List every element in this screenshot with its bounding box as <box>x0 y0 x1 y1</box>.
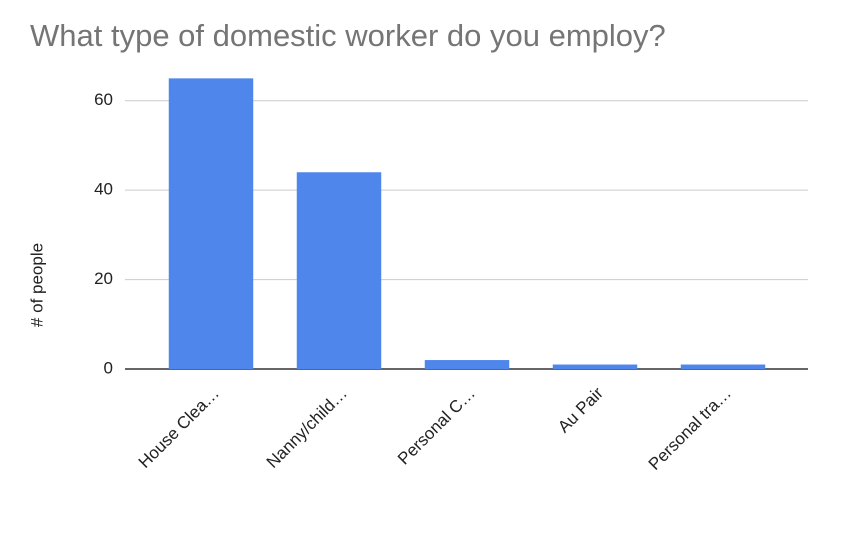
x-tick-label: Au Pair <box>554 383 607 436</box>
bar <box>168 78 254 369</box>
x-tick-label: House Clea… <box>135 384 223 472</box>
bar <box>552 364 638 369</box>
x-tick-label: Personal tra… <box>645 384 735 474</box>
y-tick-label: 40 <box>94 180 113 199</box>
y-tick-label: 60 <box>94 90 113 109</box>
bar <box>296 172 382 369</box>
y-tick-label: 20 <box>94 269 113 288</box>
y-axis-label: # of people <box>27 243 46 327</box>
chart-title: What type of domestic worker do you empl… <box>30 18 666 53</box>
bar <box>680 364 766 369</box>
y-tick-label: 0 <box>104 358 113 377</box>
x-tick-label: Personal C… <box>394 384 479 469</box>
bar <box>424 360 510 369</box>
x-tick-label: Nanny/child… <box>263 384 351 472</box>
